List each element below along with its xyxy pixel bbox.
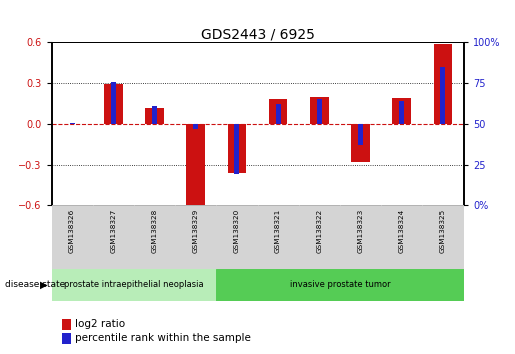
Bar	[216, 269, 464, 301]
Bar	[111, 81, 116, 124]
Text: GSM138323: GSM138323	[357, 209, 364, 253]
Bar	[70, 123, 75, 124]
Bar	[317, 99, 322, 124]
Bar	[134, 205, 175, 269]
Bar	[104, 84, 123, 124]
Text: ▶: ▶	[40, 280, 47, 290]
Text: GSM138320: GSM138320	[234, 209, 240, 253]
Bar	[434, 44, 452, 124]
Text: GSM138324: GSM138324	[399, 209, 405, 253]
Bar	[422, 205, 464, 269]
Text: prostate intraepithelial neoplasia: prostate intraepithelial neoplasia	[64, 280, 204, 290]
Bar	[52, 269, 216, 301]
Bar	[399, 101, 404, 124]
Text: GSM138327: GSM138327	[110, 209, 116, 253]
Bar	[228, 124, 246, 173]
Bar	[152, 106, 157, 124]
Bar	[234, 124, 239, 173]
Text: percentile rank within the sample: percentile rank within the sample	[75, 333, 251, 343]
Bar	[340, 205, 381, 269]
Text: GSM138328: GSM138328	[151, 209, 158, 253]
Bar	[392, 98, 411, 124]
Bar	[175, 205, 216, 269]
Text: invasive prostate tumor: invasive prostate tumor	[289, 280, 390, 290]
Bar	[358, 124, 363, 145]
Text: GSM138325: GSM138325	[440, 209, 446, 253]
Text: log2 ratio: log2 ratio	[75, 319, 125, 329]
Bar	[52, 205, 93, 269]
Bar	[93, 205, 134, 269]
Bar	[269, 99, 287, 124]
Bar	[216, 205, 258, 269]
Bar	[440, 67, 445, 124]
Bar	[381, 205, 422, 269]
Bar	[351, 124, 370, 162]
Bar	[258, 205, 299, 269]
Bar	[186, 124, 205, 205]
Bar	[193, 124, 198, 129]
Bar	[299, 205, 340, 269]
Text: GSM138321: GSM138321	[275, 209, 281, 253]
Text: GSM138326: GSM138326	[69, 209, 75, 253]
Text: disease state: disease state	[5, 280, 65, 290]
Bar	[145, 108, 164, 124]
Text: GSM138322: GSM138322	[316, 209, 322, 253]
Text: GSM138329: GSM138329	[193, 209, 199, 253]
Title: GDS2443 / 6925: GDS2443 / 6925	[200, 27, 315, 41]
Bar	[310, 97, 329, 124]
Bar	[276, 104, 281, 124]
